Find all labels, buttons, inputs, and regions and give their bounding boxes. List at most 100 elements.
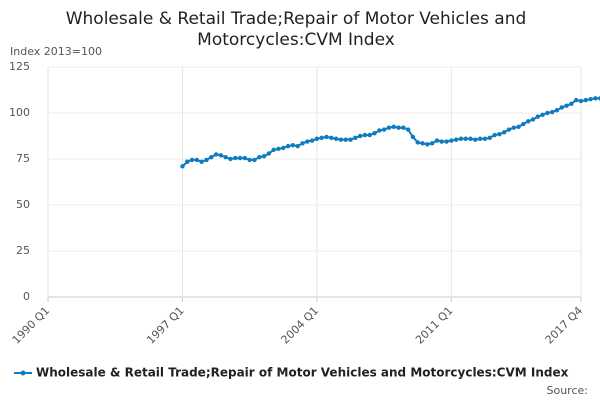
- point: [530, 117, 536, 122]
- point: [209, 154, 214, 160]
- point: [573, 97, 579, 103]
- point: [396, 125, 401, 130]
- point: [329, 135, 334, 141]
- x-tick-label: 2011 Q1: [413, 304, 456, 347]
- point: [583, 97, 589, 103]
- point: [218, 153, 224, 158]
- point: [285, 143, 291, 149]
- point: [525, 119, 531, 124]
- point: [405, 127, 411, 132]
- point: [199, 159, 204, 164]
- source: Source:: [547, 384, 589, 397]
- point: [353, 135, 358, 141]
- point: [487, 135, 492, 141]
- point: [386, 125, 392, 130]
- point: [501, 130, 507, 135]
- point: [569, 101, 574, 107]
- point: [453, 137, 459, 142]
- point: [223, 154, 228, 160]
- point: [324, 134, 329, 140]
- point: [343, 137, 348, 142]
- point: [357, 133, 363, 139]
- point: [391, 124, 396, 129]
- point: [449, 138, 454, 143]
- point: [588, 97, 593, 102]
- point: [593, 96, 598, 101]
- point: [189, 157, 195, 163]
- y-tick-label: 50: [16, 198, 30, 211]
- point: [429, 141, 435, 146]
- point: [545, 110, 550, 116]
- point: [319, 135, 324, 141]
- chart-title: Wholesale & Retail Trade;Repair of Motor…: [66, 9, 527, 50]
- x-tick-label: 2017 Q4: [543, 304, 586, 347]
- point: [434, 138, 440, 143]
- point: [290, 143, 296, 148]
- point: [194, 157, 200, 163]
- point: [554, 108, 560, 113]
- point: [180, 164, 185, 169]
- point: [228, 156, 233, 162]
- point: [333, 136, 339, 141]
- point: [516, 124, 521, 129]
- point: [367, 132, 372, 138]
- point: [420, 141, 425, 146]
- point: [444, 139, 449, 144]
- point: [266, 151, 272, 156]
- point: [540, 112, 545, 118]
- point: [511, 125, 516, 130]
- point: [401, 125, 406, 130]
- point: [213, 152, 219, 157]
- point: [463, 136, 468, 141]
- point: [377, 128, 382, 133]
- point: [549, 109, 555, 115]
- point: [281, 145, 286, 151]
- point: [521, 121, 526, 127]
- point: [338, 137, 344, 142]
- point: [300, 141, 305, 146]
- point: [233, 155, 238, 161]
- x-tick-label: 2004 Q1: [279, 304, 322, 347]
- y-tick-label: 100: [9, 106, 30, 119]
- point: [492, 132, 497, 138]
- point: [242, 155, 248, 161]
- point: [415, 140, 420, 145]
- point: [535, 114, 540, 119]
- point: [473, 137, 478, 142]
- point: [482, 136, 488, 141]
- point: [309, 138, 315, 143]
- point: [314, 136, 320, 141]
- point: [439, 139, 444, 144]
- point: [506, 127, 512, 132]
- point: [381, 127, 387, 132]
- point: [578, 98, 584, 104]
- point: [559, 105, 564, 110]
- point: [295, 143, 300, 149]
- point: [252, 157, 257, 163]
- point: [477, 136, 483, 141]
- point: [362, 132, 368, 138]
- x-tick-label: 1997 Q1: [144, 304, 187, 347]
- point: [305, 139, 310, 144]
- point: [204, 157, 209, 163]
- point: [410, 134, 416, 140]
- y-tick-label: 125: [9, 60, 30, 73]
- point: [247, 157, 252, 163]
- point: [185, 159, 190, 164]
- point: [468, 136, 473, 141]
- point: [497, 131, 502, 137]
- point: [458, 136, 464, 141]
- y-axis-label: Index 2013=100: [10, 45, 102, 58]
- point: [261, 154, 267, 159]
- x-tick-label: 1990 Q1: [10, 304, 53, 347]
- series-line: [181, 97, 600, 168]
- point: [271, 147, 276, 152]
- legend-label: Wholesale & Retail Trade;Repair of Motor…: [36, 366, 569, 380]
- y-tick-label: 25: [16, 244, 30, 257]
- legend-marker: [20, 370, 26, 376]
- point: [257, 154, 262, 160]
- point: [564, 103, 569, 108]
- point: [372, 131, 377, 136]
- y-tick-label: 0: [23, 290, 30, 303]
